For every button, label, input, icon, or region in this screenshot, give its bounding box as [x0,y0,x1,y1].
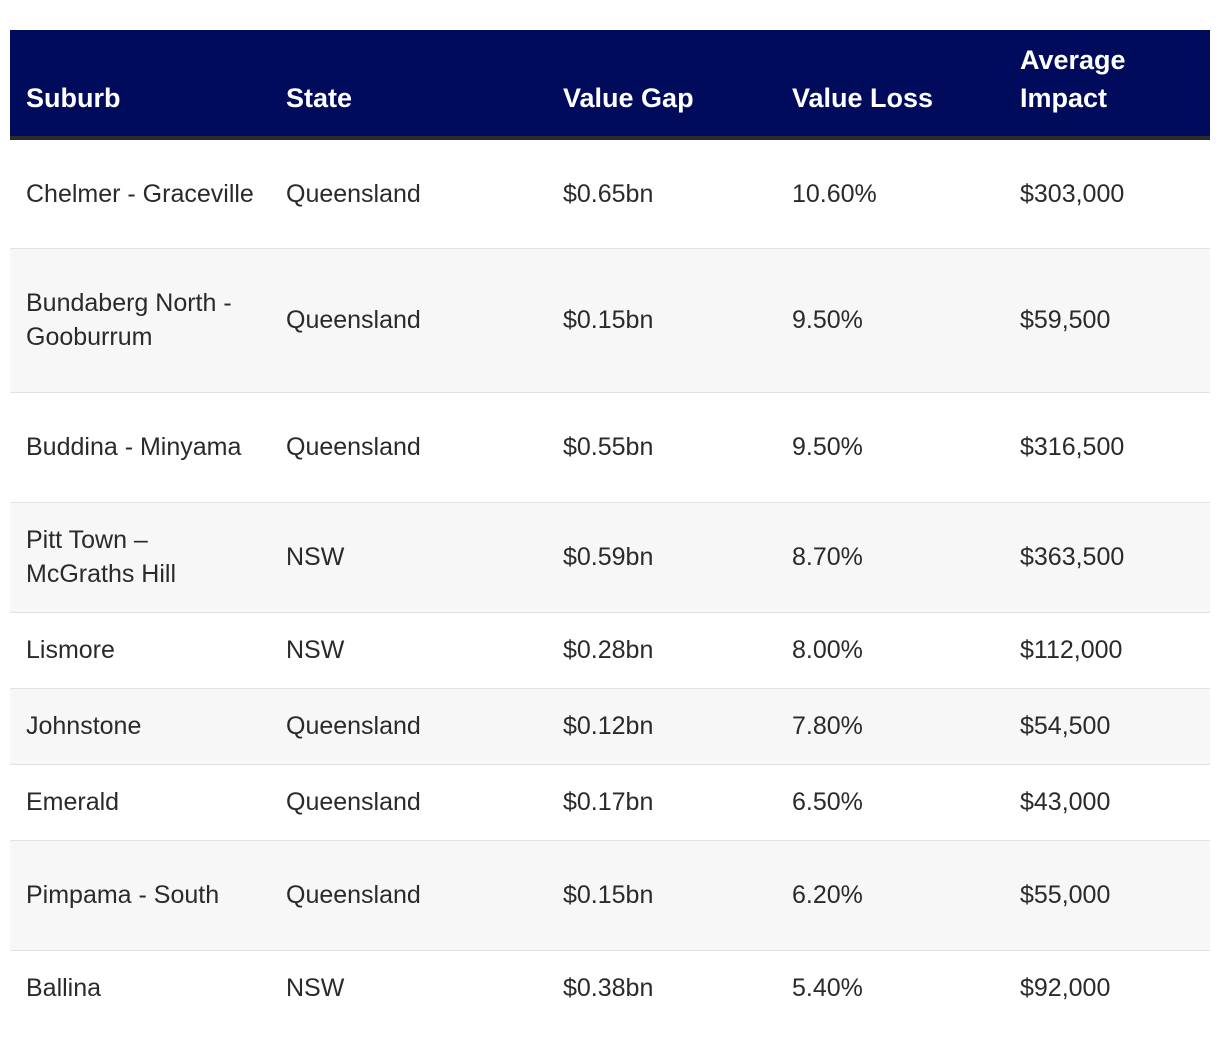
table-row: Johnstone Queensland $0.12bn 7.80% $54,5… [10,688,1210,765]
cell-suburb: Chelmer - Graceville [10,138,270,249]
header-row: Suburb State Value Gap Value Loss Averag… [10,30,1210,140]
table-row: Buddina - Minyama Queensland $0.55bn 9.5… [10,392,1210,503]
cell-value-loss: 9.50% [776,392,1004,503]
table-row: Lismore NSW $0.28bn 8.00% $112,000 [10,612,1210,689]
cell-value-loss: 7.80% [776,688,1004,765]
table-row: Bundaberg North - Gooburrum Queensland $… [10,248,1210,393]
header-value-loss: Value Loss [776,30,1004,140]
cell-value-gap: $0.17bn [547,764,776,841]
table-row: Emerald Queensland $0.17bn 6.50% $43,000 [10,764,1210,841]
cell-state: Queensland [270,248,547,393]
cell-state: Queensland [270,138,547,249]
header-value-gap: Value Gap [547,30,776,140]
cell-value-gap: $0.59bn [547,502,776,613]
cell-average-impact: $54,500 [1004,688,1210,765]
cell-state: Queensland [270,764,547,841]
cell-suburb: Bundaberg North - Gooburrum [10,248,270,393]
data-table-container: Suburb State Value Gap Value Loss Averag… [10,30,1210,1026]
cell-value-gap: $0.12bn [547,688,776,765]
cell-state: Queensland [270,840,547,951]
cell-suburb: Ballina [26,974,102,1003]
cell-average-impact: $363,500 [1004,502,1210,613]
cell-value-loss: 8.00% [776,612,1004,689]
table-row: Pitt Town – McGraths Hill NSW $0.59bn 8.… [10,502,1210,613]
cell-value-loss: 10.60% [776,138,1004,249]
cell-value-gap: $0.38bn [563,974,654,1003]
cell-value-gap: $0.15bn [547,840,776,951]
table-row: Ballina NSW $0.38bn 5.40% $92,000 [10,950,1210,1026]
table-row: Pimpama - South Queensland $0.15bn 6.20%… [10,840,1210,951]
header-suburb: Suburb [10,30,270,140]
cell-value-gap: $0.15bn [547,248,776,393]
suburb-value-table: Suburb State Value Gap Value Loss Averag… [10,30,1210,1026]
cell-value-loss: 5.40% [792,974,863,1003]
table-header: Suburb State Value Gap Value Loss Averag… [10,30,1210,140]
table-body: Chelmer - Graceville Queensland $0.65bn … [10,138,1210,1026]
cell-suburb: Pimpama - South [10,840,270,951]
cell-state: Queensland [270,688,547,765]
cell-value-gap: $0.28bn [547,612,776,689]
cell-value-loss: 6.20% [776,840,1004,951]
cell-value-gap: $0.65bn [547,138,776,249]
cell-average-impact: $92,000 [1020,974,1111,1003]
cell-average-impact: $112,000 [1004,612,1210,689]
cell-suburb: Pitt Town – McGraths Hill [10,502,270,613]
cell-average-impact: $59,500 [1004,248,1210,393]
cell-state: Queensland [270,392,547,503]
cell-average-impact: $55,000 [1004,840,1210,951]
cell-average-impact: $316,500 [1004,392,1210,503]
header-average-impact: Average Impact [1004,30,1210,140]
cell-value-gap: $0.55bn [547,392,776,503]
cell-average-impact: $43,000 [1004,764,1210,841]
cell-suburb: Emerald [10,764,270,841]
cell-suburb: Lismore [10,612,270,689]
table-row: Chelmer - Graceville Queensland $0.65bn … [10,138,1210,249]
cell-state: NSW [270,502,547,613]
cell-value-loss: 6.50% [776,764,1004,841]
cell-value-loss: 9.50% [776,248,1004,393]
cell-value-loss: 8.70% [776,502,1004,613]
cell-state: NSW [286,974,345,1003]
cell-average-impact: $303,000 [1004,138,1210,249]
header-state: State [270,30,547,140]
cell-state: NSW [270,612,547,689]
cell-suburb: Buddina - Minyama [10,392,270,503]
cell-suburb: Johnstone [10,688,270,765]
